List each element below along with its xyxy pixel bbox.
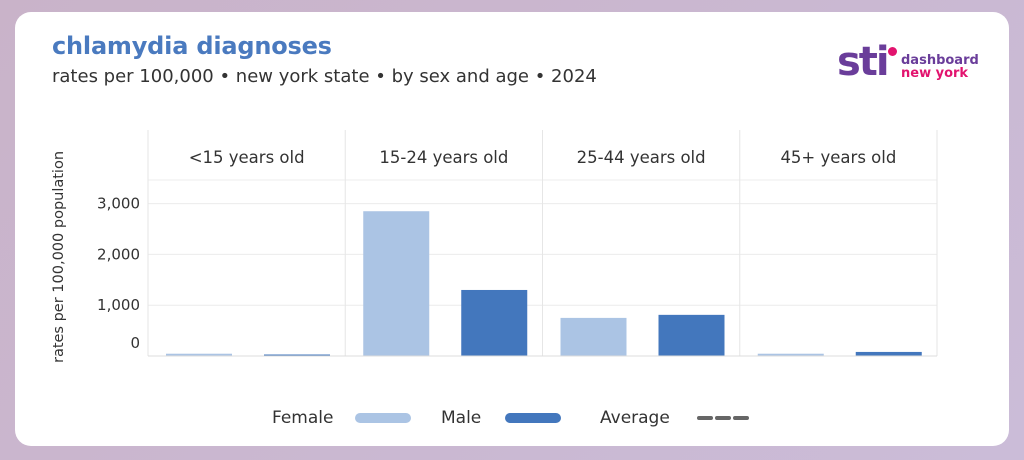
bar-female xyxy=(757,353,824,356)
bar-female xyxy=(166,353,232,356)
legend-label-female: Female xyxy=(272,408,334,428)
bar-female xyxy=(560,317,627,356)
facet-header-label: 15-24 years old xyxy=(379,148,508,167)
chart-card: chlamydia diagnoses rates per 100,000 • … xyxy=(15,12,1009,446)
legend-label-male: Male xyxy=(441,408,482,428)
legend-swatch-average xyxy=(697,416,753,420)
legend-swatch-male xyxy=(505,413,561,423)
bar-female xyxy=(363,211,430,356)
facet-header-label: <15 years old xyxy=(189,148,305,167)
logo-new-york-text: new york xyxy=(901,66,969,81)
chart-subtitle: rates per 100,000 • new york state • by … xyxy=(52,66,597,87)
chart-legend: Female Male Average xyxy=(15,408,1009,428)
legend-label-average: Average xyxy=(600,408,670,428)
y-tick-label: 2,000 xyxy=(97,245,140,263)
y-axis-label: rates per 100,000 population xyxy=(51,151,67,363)
legend-swatch-female xyxy=(355,413,411,423)
facet-header-label: 25-44 years old xyxy=(577,148,706,167)
chart-title: chlamydia diagnoses xyxy=(52,32,332,60)
bar-male xyxy=(855,351,922,356)
y-tick-label: 3,000 xyxy=(97,195,140,213)
bar-male xyxy=(658,314,725,356)
y-tick-label: 1,000 xyxy=(97,296,140,314)
bar-male xyxy=(264,354,330,356)
bar-chart: 0 1,000 2,000 3,000 rates per 100,000 popula… xyxy=(51,130,938,363)
sti-dashboard-logo: sti dashboard new york xyxy=(837,40,982,90)
logo-dashboard-text: dashboard xyxy=(901,53,979,68)
bar-male xyxy=(461,289,528,356)
logo-sti-text: sti xyxy=(837,39,890,85)
facet-header-label: 45+ years old xyxy=(780,148,896,167)
logo-dot-icon xyxy=(888,47,897,56)
y-tick-label: 0 xyxy=(130,334,140,352)
